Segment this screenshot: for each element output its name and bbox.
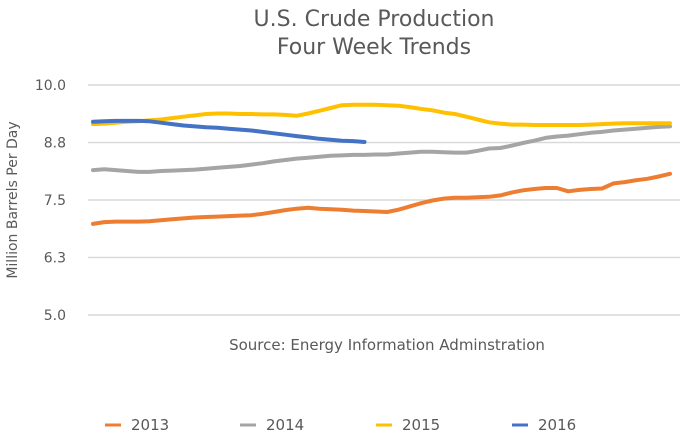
y-tick-labels: 5.0 6.3 7.5 8.8 10.0 xyxy=(35,78,66,324)
series-line-2016 xyxy=(91,118,367,144)
gridlines xyxy=(88,84,680,316)
series-line-2014 xyxy=(91,124,672,174)
legend-label: 2016 xyxy=(538,416,576,434)
legend-item-2013: 2013 xyxy=(105,416,169,434)
y-tick-label: 7.5 xyxy=(44,193,66,209)
series-lines xyxy=(91,102,672,226)
source-annotation: Source: Energy Information Adminstration xyxy=(229,336,545,354)
y-axis-label: Million Barrels Per Day xyxy=(5,121,21,278)
legend-item-2016: 2016 xyxy=(512,416,576,434)
series-line-2013 xyxy=(91,171,672,226)
y-tick-label: 6.3 xyxy=(44,251,66,267)
y-tick-label: 8.8 xyxy=(44,136,66,152)
legend-item-2014: 2014 xyxy=(240,416,304,434)
legend-label: 2014 xyxy=(266,416,304,434)
series-line-2015 xyxy=(91,102,672,127)
legend-item-2015: 2015 xyxy=(376,416,440,434)
chart-title-line-2: Four Week Trends xyxy=(277,35,471,60)
legend-label: 2013 xyxy=(131,416,169,434)
y-tick-label: 5.0 xyxy=(44,308,66,324)
legend: 2013 2014 2015 2016 xyxy=(105,416,576,434)
y-tick-label: 10.0 xyxy=(35,78,66,94)
legend-label: 2015 xyxy=(402,416,440,434)
chart-title-line-1: U.S. Crude Production xyxy=(254,7,495,32)
